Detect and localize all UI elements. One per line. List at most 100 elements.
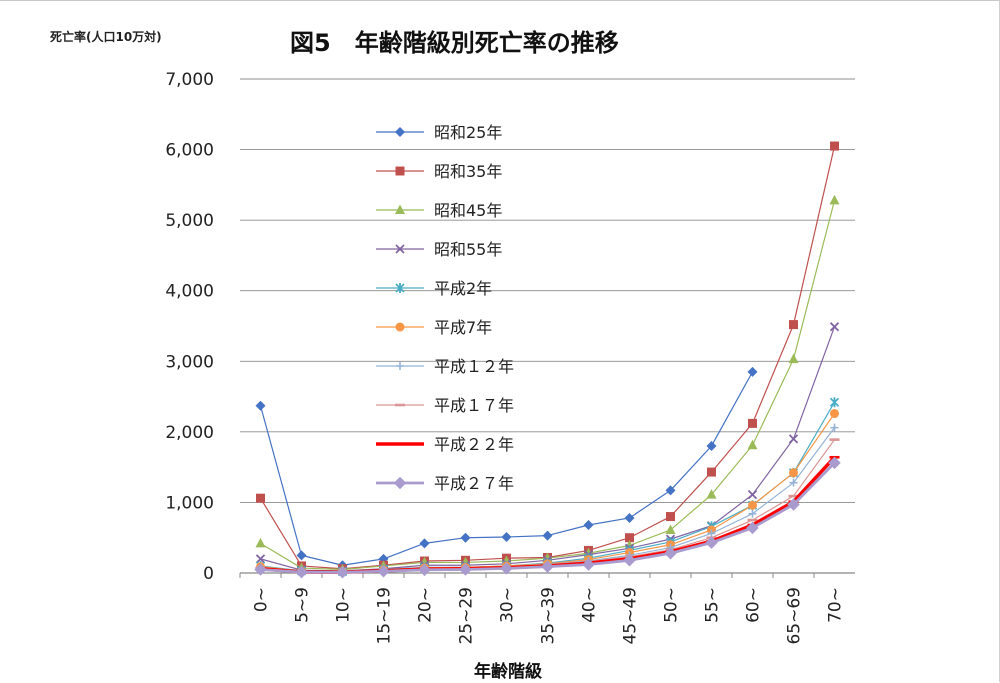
data-point — [789, 478, 798, 487]
y-tick-label: 6,000 — [165, 141, 214, 161]
data-point — [296, 550, 307, 561]
data-point — [256, 493, 265, 503]
data-point — [583, 520, 594, 531]
legend-label: 平成１７年 — [434, 396, 514, 415]
y-tick-label: 5,000 — [165, 211, 214, 231]
data-point — [623, 554, 636, 567]
legend-item: 昭和25年 — [376, 123, 502, 142]
data-point — [788, 434, 799, 444]
legend-label: 昭和35年 — [434, 162, 502, 181]
legend-marker — [395, 204, 405, 214]
x-tick-label: 50~ — [662, 587, 682, 623]
data-point — [829, 397, 840, 408]
legend-item: 平成2年 — [376, 279, 492, 298]
legend-item: 昭和35年 — [376, 162, 502, 181]
y-tick-labels: 0 1,000 2,000 3,000 4,000 5,000 6,000 7,000 — [165, 70, 214, 584]
data-point — [582, 558, 595, 571]
legend-marker — [396, 362, 404, 370]
data-point — [747, 366, 758, 377]
data-point — [460, 532, 471, 543]
x-tick-label: 60~ — [744, 587, 764, 623]
legend-item: 平成7年 — [376, 318, 492, 337]
x-tick-label: 55~ — [703, 587, 723, 623]
legend-label: 平成２７年 — [434, 474, 514, 493]
series-lines — [254, 141, 841, 579]
y-tick-label: 1,000 — [165, 493, 214, 513]
data-point — [789, 468, 798, 478]
legend-item: 平成２２年 — [376, 435, 514, 454]
legend-marker — [395, 127, 405, 137]
legend-label: 平成7年 — [434, 318, 492, 337]
data-point — [706, 440, 717, 451]
x-axis-label: 年齢階級 — [474, 661, 542, 682]
data-point — [830, 423, 839, 432]
x-tick-label: 0~ — [252, 587, 272, 612]
x-tick-label: 40~ — [580, 587, 600, 623]
data-point — [255, 554, 266, 564]
data-point — [501, 532, 512, 543]
legend-item: 平成２７年 — [376, 474, 514, 493]
data-point — [747, 490, 758, 500]
x-tick-labels: 0~ 5~9 10~ 15~19 20~ 25~29 30~ 35~39 40~ 45~49 50~… — [252, 587, 846, 645]
data-point — [664, 546, 677, 560]
x-tick-label: 10~ — [334, 587, 354, 623]
data-point — [746, 521, 759, 535]
data-point — [665, 524, 676, 534]
data-point — [541, 560, 554, 573]
data-point — [705, 536, 718, 549]
data-point — [255, 537, 266, 548]
legend-item: 昭和45年 — [376, 201, 502, 220]
data-point — [830, 141, 839, 151]
legend-marker — [395, 244, 405, 254]
legend-marker — [395, 166, 405, 176]
data-point — [377, 564, 390, 578]
data-point — [829, 194, 840, 205]
x-tick-label: 30~ — [498, 587, 518, 623]
data-point — [748, 500, 757, 510]
data-point — [295, 565, 308, 579]
y-tick-label: 0 — [203, 564, 214, 584]
legend-label: 昭和55年 — [434, 240, 502, 259]
y-tick-label: 7,000 — [165, 70, 214, 90]
x-tick-label: 15~19 — [375, 587, 395, 645]
x-tick-label: 70~ — [826, 587, 846, 623]
data-point — [625, 533, 634, 543]
x-tick-label: 20~ — [416, 587, 436, 623]
data-point — [500, 562, 513, 575]
legend: 昭和25年昭和35年昭和45年昭和55年平成2年平成7年平成１２年平成１７年平成… — [376, 123, 514, 493]
data-point — [747, 439, 758, 450]
data-point — [829, 322, 840, 332]
legend-marker — [395, 283, 405, 293]
y-tick-label: 4,000 — [165, 282, 214, 302]
data-point — [788, 353, 799, 364]
legend-marker — [393, 476, 407, 490]
data-point — [748, 509, 757, 518]
y-axis-label: 死亡率(人口10万対) — [50, 29, 162, 44]
legend-item: 平成１７年 — [376, 396, 514, 415]
data-point — [542, 530, 553, 541]
data-point — [748, 418, 757, 428]
data-point — [830, 409, 839, 419]
legend-item: 平成１２年 — [376, 357, 514, 376]
legend-marker — [395, 322, 405, 332]
y-tick-label: 3,000 — [165, 352, 214, 372]
legend-label: 昭和25年 — [434, 123, 502, 142]
data-point — [707, 529, 716, 538]
data-point — [828, 456, 841, 470]
legend-label: 平成２２年 — [434, 435, 514, 454]
x-tick-label: 5~9 — [293, 587, 313, 623]
data-point — [787, 498, 800, 511]
data-point — [254, 563, 267, 576]
data-point — [666, 512, 675, 522]
data-point — [707, 467, 716, 477]
gridlines — [239, 78, 855, 578]
x-tick-label: 35~39 — [539, 587, 559, 645]
data-point — [624, 512, 635, 523]
legend-item: 昭和55年 — [376, 240, 502, 259]
data-point — [789, 320, 798, 330]
series-line — [260, 200, 836, 571]
data-point — [706, 489, 717, 499]
data-point — [418, 563, 431, 577]
